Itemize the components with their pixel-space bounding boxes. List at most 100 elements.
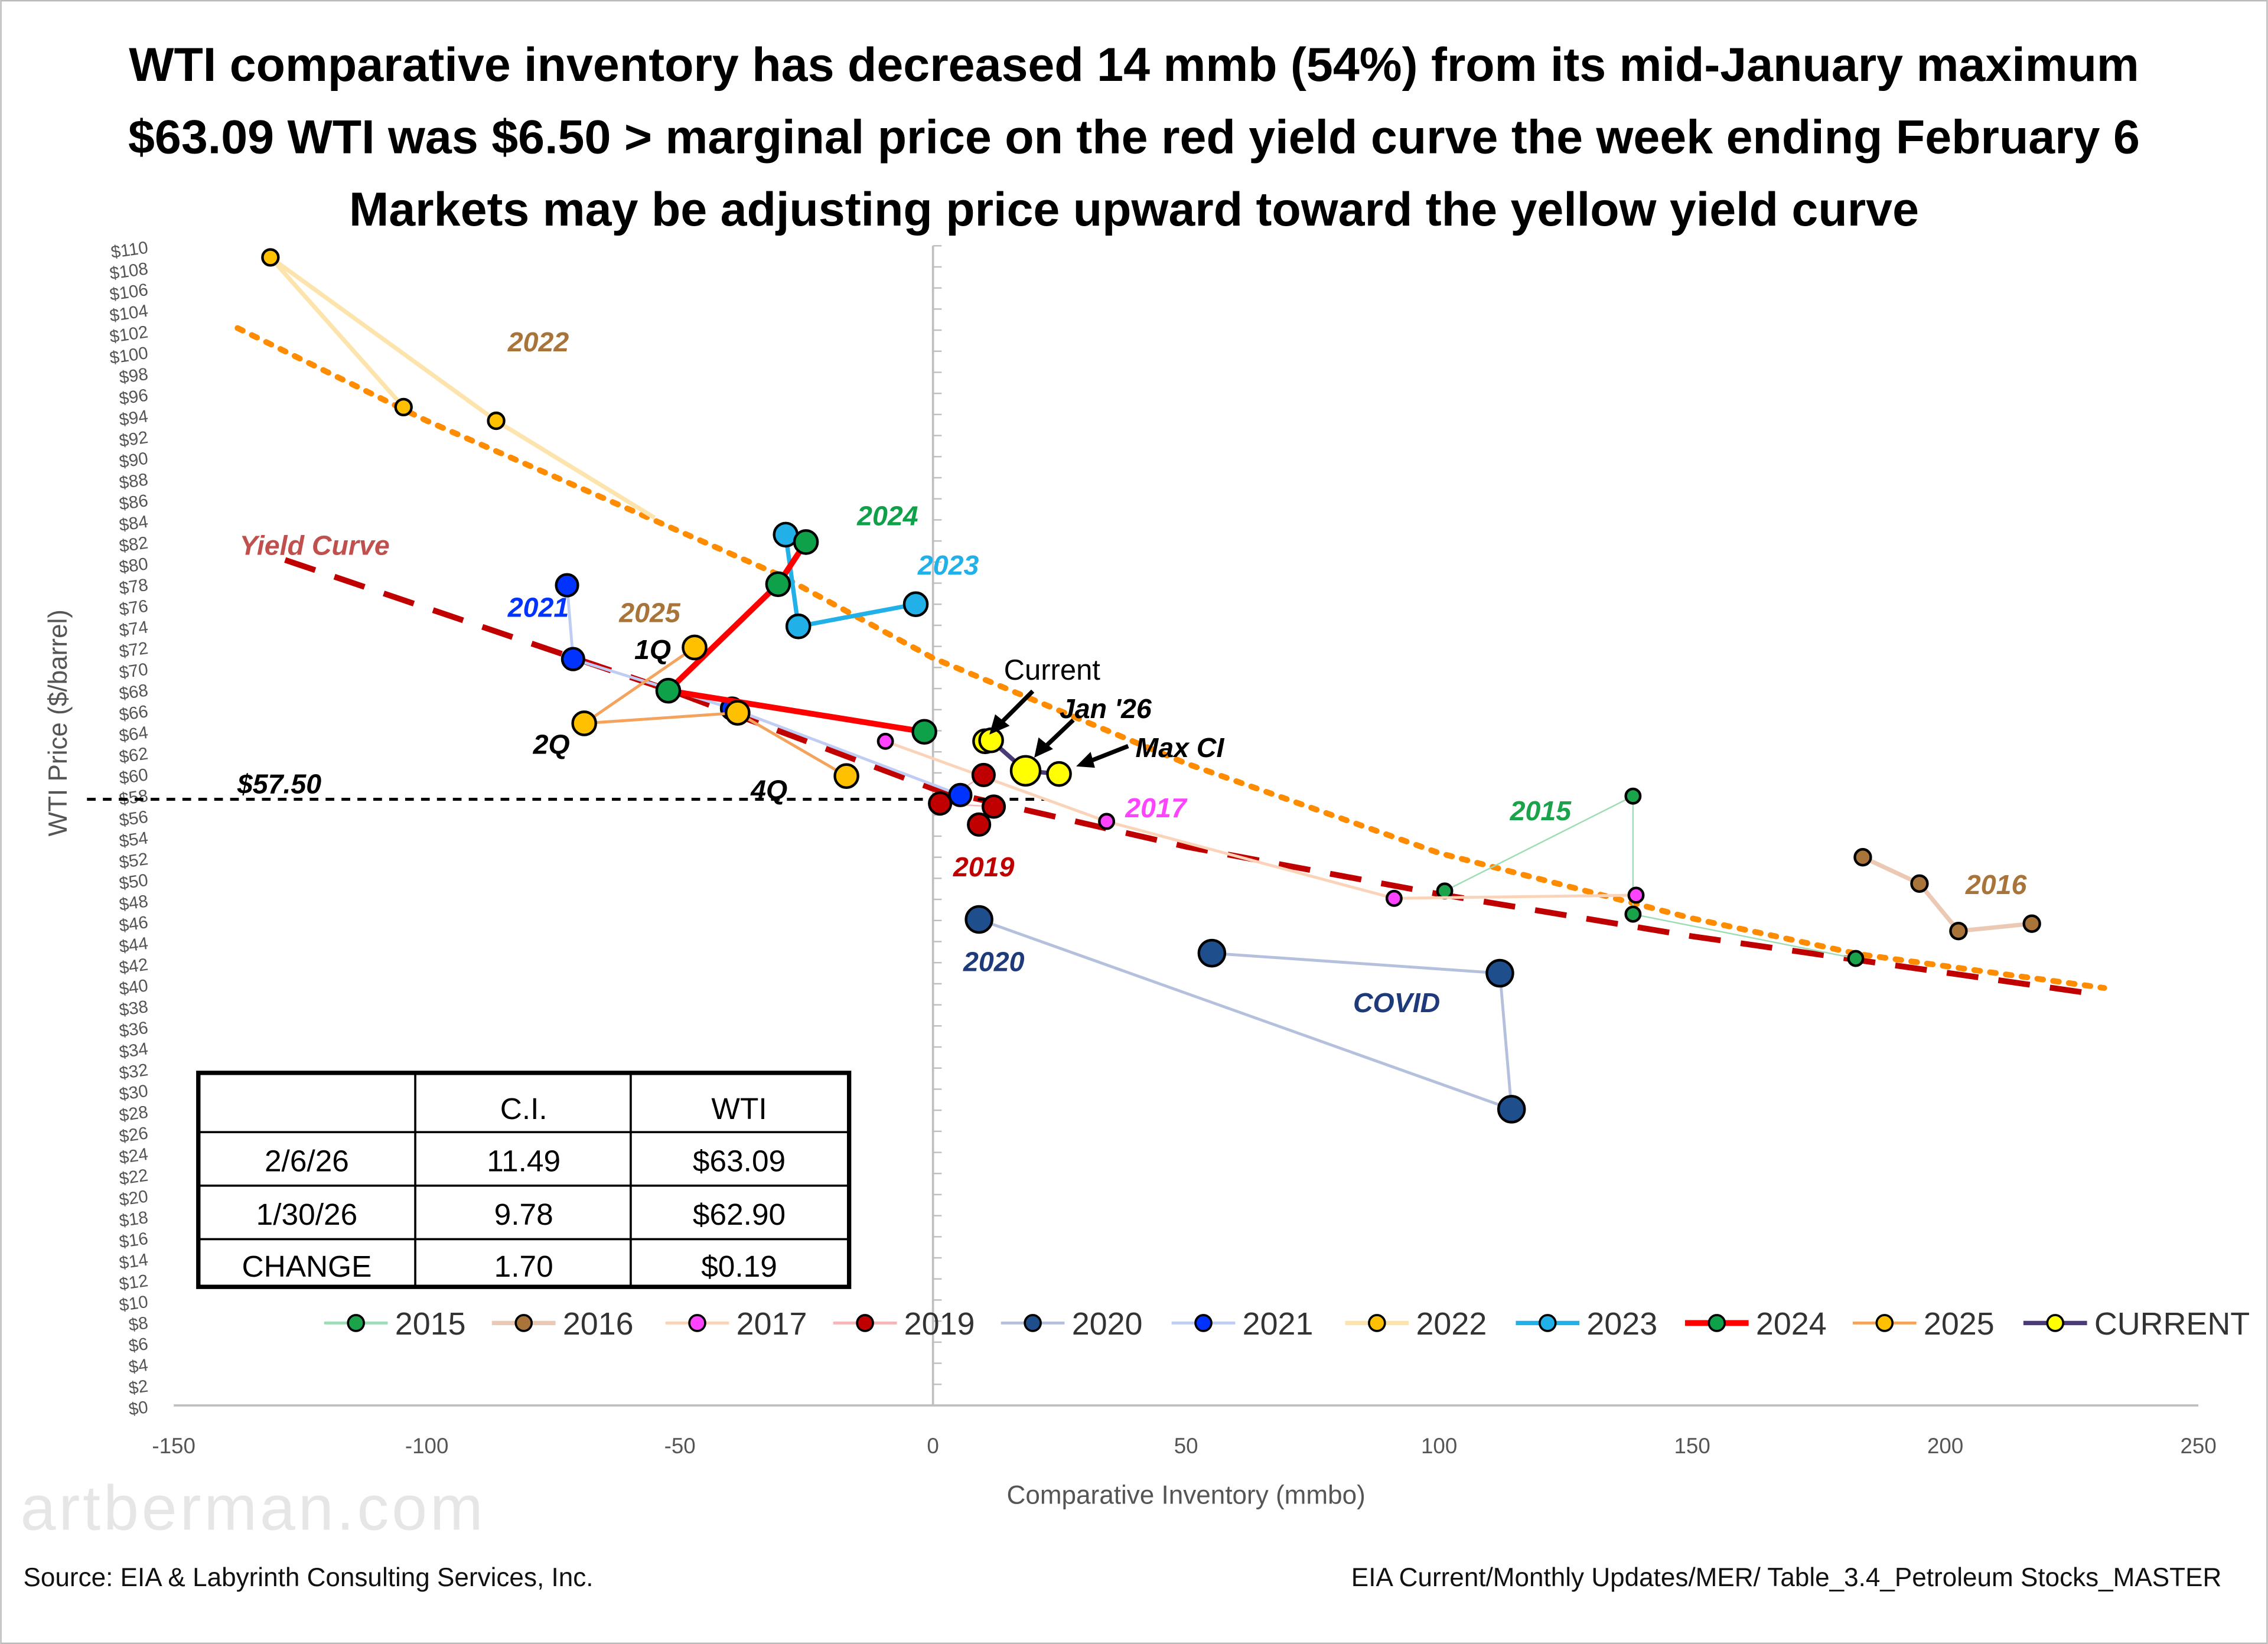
series-current (972, 727, 1072, 787)
chart-title-line-2: $63.09 WTI was $6.50 > marginal price on… (128, 111, 2140, 164)
y-tick-label: $6 (128, 1334, 149, 1356)
legend-label: 2015 (395, 1306, 466, 1342)
annotation-label: 2Q (533, 729, 570, 760)
y-tick-label: $86 (118, 491, 149, 514)
data-point-2019 (967, 812, 992, 837)
legend-item-2015: 2015 (324, 1306, 466, 1342)
data-point-2015 (1847, 950, 1865, 967)
current-label: Current (1004, 654, 1101, 686)
legend-marker (1707, 1314, 1726, 1332)
annotation-label: 2016 (1965, 869, 2028, 900)
legend-label: 2021 (1243, 1306, 1314, 1342)
series-line-2016 (1862, 855, 2032, 934)
arrowhead-max-ci (1076, 752, 1095, 768)
legend-marker (347, 1314, 365, 1332)
y-tick-label: $18 (118, 1208, 149, 1231)
data-point-2021 (555, 573, 579, 598)
chart-title-line-3: Markets may be adjusting price upward to… (349, 183, 1919, 236)
legend-item-2020: 2020 (1001, 1306, 1143, 1342)
y-tick-label: $46 (118, 912, 149, 936)
data-point-2016 (2022, 914, 2041, 933)
y-tick-label: $16 (118, 1229, 149, 1252)
data-point-2025 (833, 763, 859, 790)
y-tick-label: $64 (118, 723, 149, 746)
y-tick-label: $54 (118, 828, 149, 852)
legend-item-current: CURRENT (2023, 1306, 2250, 1342)
series-2025 (571, 634, 859, 790)
y-tick-label: $68 (118, 680, 149, 704)
annotation-label: Max CI (1135, 732, 1224, 763)
legend-label: 2023 (1586, 1306, 1657, 1342)
legend-marker (1538, 1314, 1557, 1332)
data-table: C.I. WTI 2/6/26 11.49 $63.09 1/30/26 9.7… (196, 1071, 852, 1289)
x-tick-label: 150 (1674, 1434, 1710, 1458)
axes: -150 -100 -50 0 50 100 150 200 250$0$2$4$6$8$10$… (44, 238, 2217, 1510)
table-header-wti: WTI (711, 1091, 767, 1126)
annotation-label: 2025 (618, 598, 681, 628)
y-tick-label: $98 (118, 364, 149, 388)
annotation-label: 2023 (917, 550, 979, 580)
data-point-2024 (765, 571, 791, 598)
data-point-2022 (487, 411, 506, 430)
series-line-2015 (1444, 795, 1856, 960)
legend-item-2016: 2016 (491, 1306, 634, 1342)
x-tick-label: -50 (664, 1434, 696, 1458)
data-point-2016 (1949, 921, 1968, 941)
table-cell: 1/30/26 (256, 1197, 358, 1231)
data-point-current (1046, 761, 1072, 787)
legend-item-2022: 2022 (1345, 1306, 1487, 1342)
y-tick-label: $60 (118, 765, 149, 788)
annotation-label: 2017 (1125, 792, 1188, 823)
data-point-2016 (1910, 874, 1929, 893)
reference-line-label: $57.50 (237, 769, 321, 800)
arrowhead-current (989, 714, 1010, 735)
data-point-2016 (1853, 848, 1872, 867)
legend-item-2019: 2019 (833, 1306, 975, 1342)
y-tick-label: $80 (118, 554, 149, 578)
table-cell: 1.70 (494, 1249, 553, 1283)
y-tick-label: $8 (128, 1313, 149, 1335)
y-tick-label: $12 (118, 1271, 149, 1294)
legend-item-2017: 2017 (665, 1306, 807, 1342)
series-line-2021 (565, 585, 961, 797)
y-tick-label: $52 (118, 849, 149, 873)
arrows (989, 689, 1129, 768)
source-right: EIA Current/Monthly Updates/MER/ Table_3… (1351, 1563, 2222, 1592)
series-line-2025 (579, 646, 848, 778)
legend-marker (1024, 1314, 1042, 1332)
annotation-label: 2019 (953, 852, 1015, 882)
table-cell: 9.78 (494, 1197, 553, 1231)
data-point-2019 (981, 794, 1006, 819)
legend-item-2025: 2025 (1852, 1306, 1995, 1342)
legend-item-2023: 2023 (1516, 1306, 1657, 1342)
series-2016 (1853, 848, 2041, 941)
y-tick-label: $96 (118, 386, 149, 409)
series-2017 (876, 732, 1645, 907)
y-tick-label: $20 (118, 1186, 149, 1210)
legend-label: 2016 (563, 1306, 634, 1342)
legend-marker (514, 1314, 533, 1332)
legend-item-2021: 2021 (1171, 1306, 1314, 1342)
legend-label: 2025 (1924, 1306, 1995, 1342)
data-point-2020 (1497, 1095, 1526, 1124)
annotation-label: COVID (1353, 987, 1440, 1018)
data-point-2017 (876, 732, 894, 750)
y-tick-label: $50 (118, 870, 149, 894)
y-axis-label: WTI Price ($/barrel) (44, 609, 73, 836)
legend-label: 2019 (904, 1306, 975, 1342)
legend-marker (1194, 1314, 1213, 1332)
series-line-2017 (885, 740, 1637, 900)
data-point-2019 (971, 762, 996, 787)
y-tick-label: $88 (118, 469, 149, 493)
data-point-2023 (785, 613, 812, 640)
y-tick-label: $22 (118, 1166, 149, 1189)
y-tick-label: $4 (128, 1355, 149, 1377)
y-tick-label: $56 (118, 807, 149, 831)
y-tick-label: $48 (118, 891, 149, 915)
legend-label: CURRENT (2094, 1306, 2250, 1342)
y-tick-label: $70 (118, 660, 149, 683)
series-2020 (964, 905, 1526, 1124)
data-point-2015 (1436, 882, 1454, 900)
table-header-ci: C.I. (500, 1091, 548, 1126)
